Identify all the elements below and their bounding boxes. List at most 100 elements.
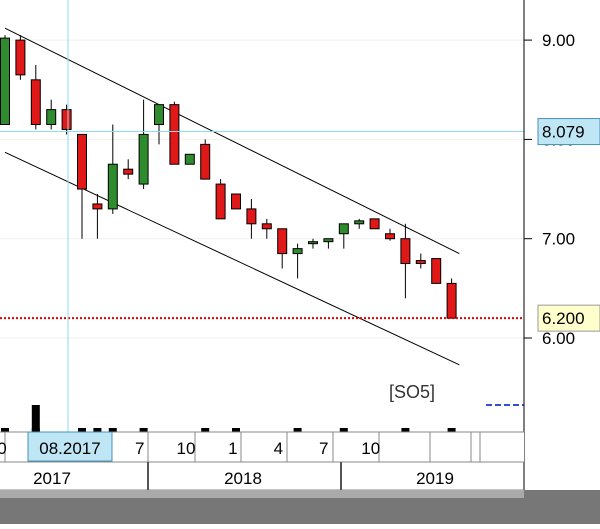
month-label: 10 [0, 439, 7, 458]
y-tick-label: 6.00 [542, 329, 575, 348]
candle-body [369, 218, 380, 230]
volume-bar [339, 428, 348, 432]
candle-body [308, 241, 318, 245]
month-label: 10 [176, 439, 195, 458]
candle [277, 228, 288, 269]
candle-body [292, 248, 303, 255]
volume-bar [1, 428, 9, 432]
candle-body [15, 39, 26, 76]
crosshair-price-box [537, 118, 600, 146]
month-label: 10 [361, 439, 380, 458]
candle [107, 124, 118, 214]
month-label: 1 [228, 439, 237, 458]
last-price-box [537, 304, 600, 332]
month-label: 7 [319, 439, 328, 458]
candle-body [184, 153, 195, 165]
candle-body [261, 223, 272, 230]
month-label: 7 [135, 439, 144, 458]
year-label: 2018 [224, 469, 262, 488]
year-label: 2017 [33, 469, 71, 488]
candles [0, 35, 457, 319]
candle-body [231, 193, 241, 210]
candle [200, 139, 211, 180]
candle-body [138, 133, 149, 185]
candle [231, 193, 241, 210]
volume-bar [293, 428, 302, 432]
volume-bar [201, 428, 210, 432]
last-price-label: 6.200 [537, 304, 600, 332]
candle [261, 218, 272, 239]
symbol-tag: [SO5] [389, 382, 435, 402]
volume-bar [31, 405, 40, 432]
candle [15, 35, 26, 80]
month-label: 4 [274, 439, 283, 458]
y-axis-panel [524, 0, 600, 490]
channel-upper-line [4, 27, 460, 255]
candle-body [415, 260, 426, 265]
crosshair-price-label: 8.079 [537, 118, 600, 146]
candle-body [92, 203, 103, 210]
candle [61, 104, 72, 135]
candle [46, 99, 57, 130]
candle [354, 218, 365, 229]
year-label: 2019 [416, 469, 454, 488]
volume-bar [447, 428, 456, 432]
candle [323, 238, 334, 249]
candle [77, 133, 87, 239]
candle-body [446, 282, 457, 319]
candle-body [200, 143, 211, 180]
candle-body [107, 163, 118, 210]
candle-body [77, 133, 87, 190]
candle [385, 228, 395, 241]
candle [369, 218, 380, 230]
candle-body [277, 228, 288, 255]
candle-body [215, 183, 226, 220]
candle [338, 223, 349, 249]
volume-bars [1, 404, 524, 432]
volume-bar [139, 428, 148, 432]
candle [431, 258, 442, 284]
candle [400, 223, 411, 299]
candle [415, 253, 426, 269]
candle-body [46, 109, 57, 126]
candle-body [169, 104, 180, 165]
candle-body [400, 238, 411, 265]
crosshair-date-text: 08.2017 [39, 439, 100, 458]
crosshair-price-text: 8.079 [542, 123, 585, 142]
candle [0, 35, 10, 126]
y-tick-label: 7.00 [542, 230, 575, 249]
candle [154, 104, 164, 145]
candle-body [385, 233, 395, 240]
crosshair-date-box [27, 431, 113, 462]
volume-bar [401, 428, 410, 432]
candle [92, 194, 103, 239]
y-tick-label: 9.00 [542, 31, 575, 50]
volume-bar [232, 428, 240, 432]
candle-body [0, 37, 10, 126]
candle [246, 198, 257, 239]
candle [169, 101, 180, 165]
candle-body [30, 79, 41, 126]
candle [446, 278, 457, 319]
crosshair-date-label: 08.2017 [27, 431, 113, 462]
candle [292, 243, 303, 279]
candle [184, 153, 195, 165]
candle [138, 99, 149, 190]
plot-area [0, 0, 524, 432]
candle [215, 179, 226, 220]
candle-body [354, 220, 365, 225]
candle [123, 159, 134, 180]
volume-bar [78, 428, 86, 432]
candle-body [61, 109, 72, 130]
scrollbar-track [0, 490, 524, 498]
candle-body [154, 104, 164, 126]
volume-bar [108, 428, 117, 432]
candle-body [431, 258, 442, 284]
candle-body [338, 223, 349, 235]
candle [308, 238, 318, 249]
candle-body [123, 168, 134, 175]
volume-bar [93, 428, 102, 432]
